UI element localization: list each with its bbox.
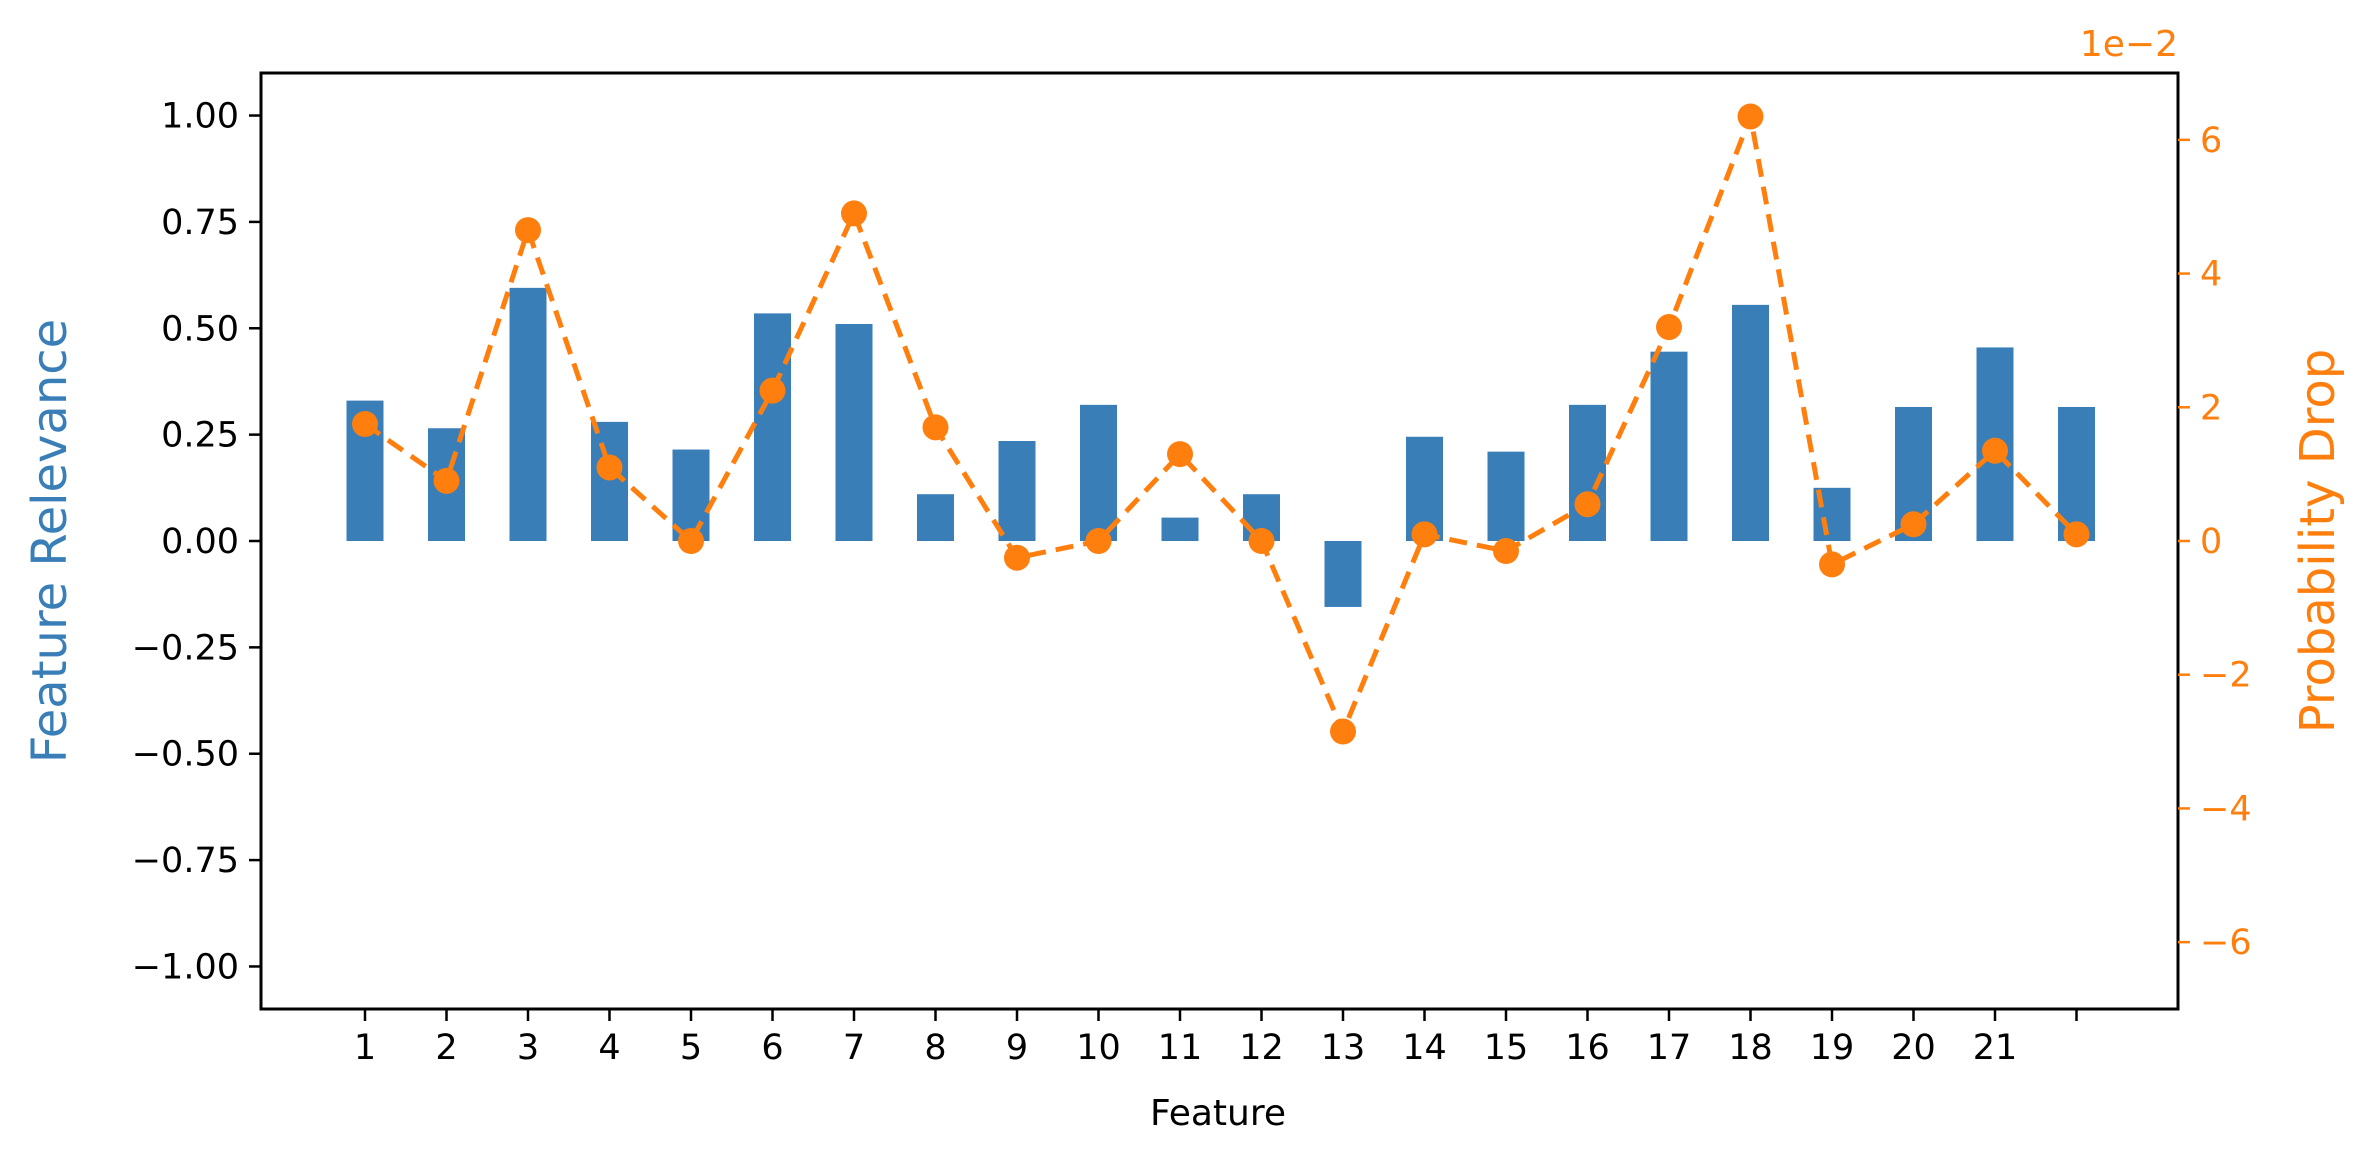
line-point-feature-13 (1330, 718, 1356, 745)
right-tick-label: −2 (2200, 656, 2252, 696)
bar-feature-17 (1650, 351, 1688, 541)
line-point-feature-17 (1656, 314, 1682, 341)
left-tick-label: −0.25 (132, 628, 239, 668)
left-tick-label: −0.75 (132, 841, 239, 881)
line-point-feature-22 (2063, 521, 2090, 548)
line-point-feature-5 (678, 528, 704, 554)
right-axis-multiplier-label: 1e−2 (2080, 24, 2178, 65)
x-tick-label: 6 (761, 1028, 783, 1068)
x-tick-label: 19 (1810, 1028, 1855, 1068)
line-point-feature-12 (1248, 528, 1275, 554)
x-tick-label: 13 (1321, 1028, 1366, 1068)
left-tick-label: 0.50 (161, 309, 239, 349)
left-tick-label: −1.00 (132, 947, 239, 987)
left-tick-label: 1.00 (161, 97, 239, 137)
right-tick-label: 4 (2200, 255, 2222, 295)
line-point-feature-3 (515, 217, 541, 244)
bar-feature-15 (1487, 451, 1525, 541)
line-point-feature-9 (1004, 544, 1030, 571)
right-tick-label: 0 (2200, 522, 2222, 562)
x-tick-label: 16 (1565, 1028, 1610, 1068)
x-tick-label: 20 (1891, 1028, 1936, 1068)
line-point-feature-20 (1900, 511, 1927, 538)
bar-feature-5 (672, 449, 710, 541)
x-tick-label: 15 (1484, 1028, 1529, 1068)
line-point-feature-18 (1737, 103, 1764, 130)
x-tick-label: 1 (354, 1028, 376, 1068)
x-tick-label: 9 (1006, 1028, 1028, 1068)
x-tick-label: 17 (1647, 1028, 1692, 1068)
x-tick-label: 8 (924, 1028, 946, 1068)
line-point-feature-16 (1574, 491, 1601, 518)
line-point-feature-21 (1982, 437, 2008, 464)
bar-feature-10 (1080, 404, 1117, 541)
left-tick-label: 0.00 (161, 522, 239, 562)
left-tick-label: 0.25 (161, 416, 239, 456)
line-point-feature-11 (1167, 441, 1193, 468)
line-point-feature-10 (1085, 528, 1112, 554)
line-point-feature-14 (1411, 521, 1438, 548)
line-point-feature-19 (1819, 551, 1845, 578)
right-tick-label: 2 (2200, 388, 2222, 428)
right-y-axis-label: Probability Drop (2290, 349, 2346, 733)
x-tick-label: 21 (1973, 1028, 2018, 1068)
line-point-feature-15 (1493, 538, 1519, 565)
bar-feature-13 (1324, 541, 1362, 607)
probability-line-series (352, 103, 2090, 745)
line-point-feature-2 (433, 467, 460, 494)
right-tick-label: 6 (2200, 121, 2222, 161)
ticks: −1.00 −0.75 −0.50 −0.25 0.00 0.25 0.50 0.75 1.00… (132, 97, 2252, 1068)
bar-feature-9 (998, 441, 1036, 541)
line-point-feature-8 (922, 414, 949, 441)
x-tick-label: 3 (517, 1028, 539, 1068)
bar-feature-18 (1732, 304, 1769, 541)
right-tick-label: −6 (2200, 923, 2252, 963)
line-point-feature-6 (759, 377, 786, 404)
left-tick-label: 0.75 (161, 203, 239, 243)
line-point-feature-4 (596, 454, 623, 481)
probability-drop-line (363, 107, 2079, 738)
bar-feature-11 (1161, 517, 1199, 541)
x-tick-label: 14 (1402, 1028, 1447, 1068)
bar-feature-7 (835, 324, 873, 541)
left-y-axis-label: Feature Relevance (22, 319, 78, 763)
right-tick-label: −4 (2200, 789, 2252, 829)
axes (259, 71, 2180, 1011)
bar-feature-8 (917, 494, 954, 541)
x-tick-label: 7 (843, 1028, 865, 1068)
x-tick-label: 18 (1728, 1028, 1773, 1068)
bar-feature-3 (509, 287, 547, 541)
line-point-feature-1 (352, 411, 378, 437)
x-tick-label: 11 (1158, 1028, 1203, 1068)
line-point-feature-7 (841, 200, 867, 227)
x-axis-label: Feature (1150, 1093, 1286, 1134)
left-tick-label: −0.50 (132, 735, 239, 775)
x-tick-label: 5 (680, 1028, 702, 1068)
x-tick-label: 12 (1239, 1028, 1284, 1068)
bar-feature-6 (754, 313, 791, 541)
x-tick-label: 10 (1076, 1028, 1121, 1068)
x-tick-label: 4 (598, 1028, 620, 1068)
x-tick-label: 2 (435, 1028, 457, 1068)
plot-frame (259, 71, 2180, 1011)
